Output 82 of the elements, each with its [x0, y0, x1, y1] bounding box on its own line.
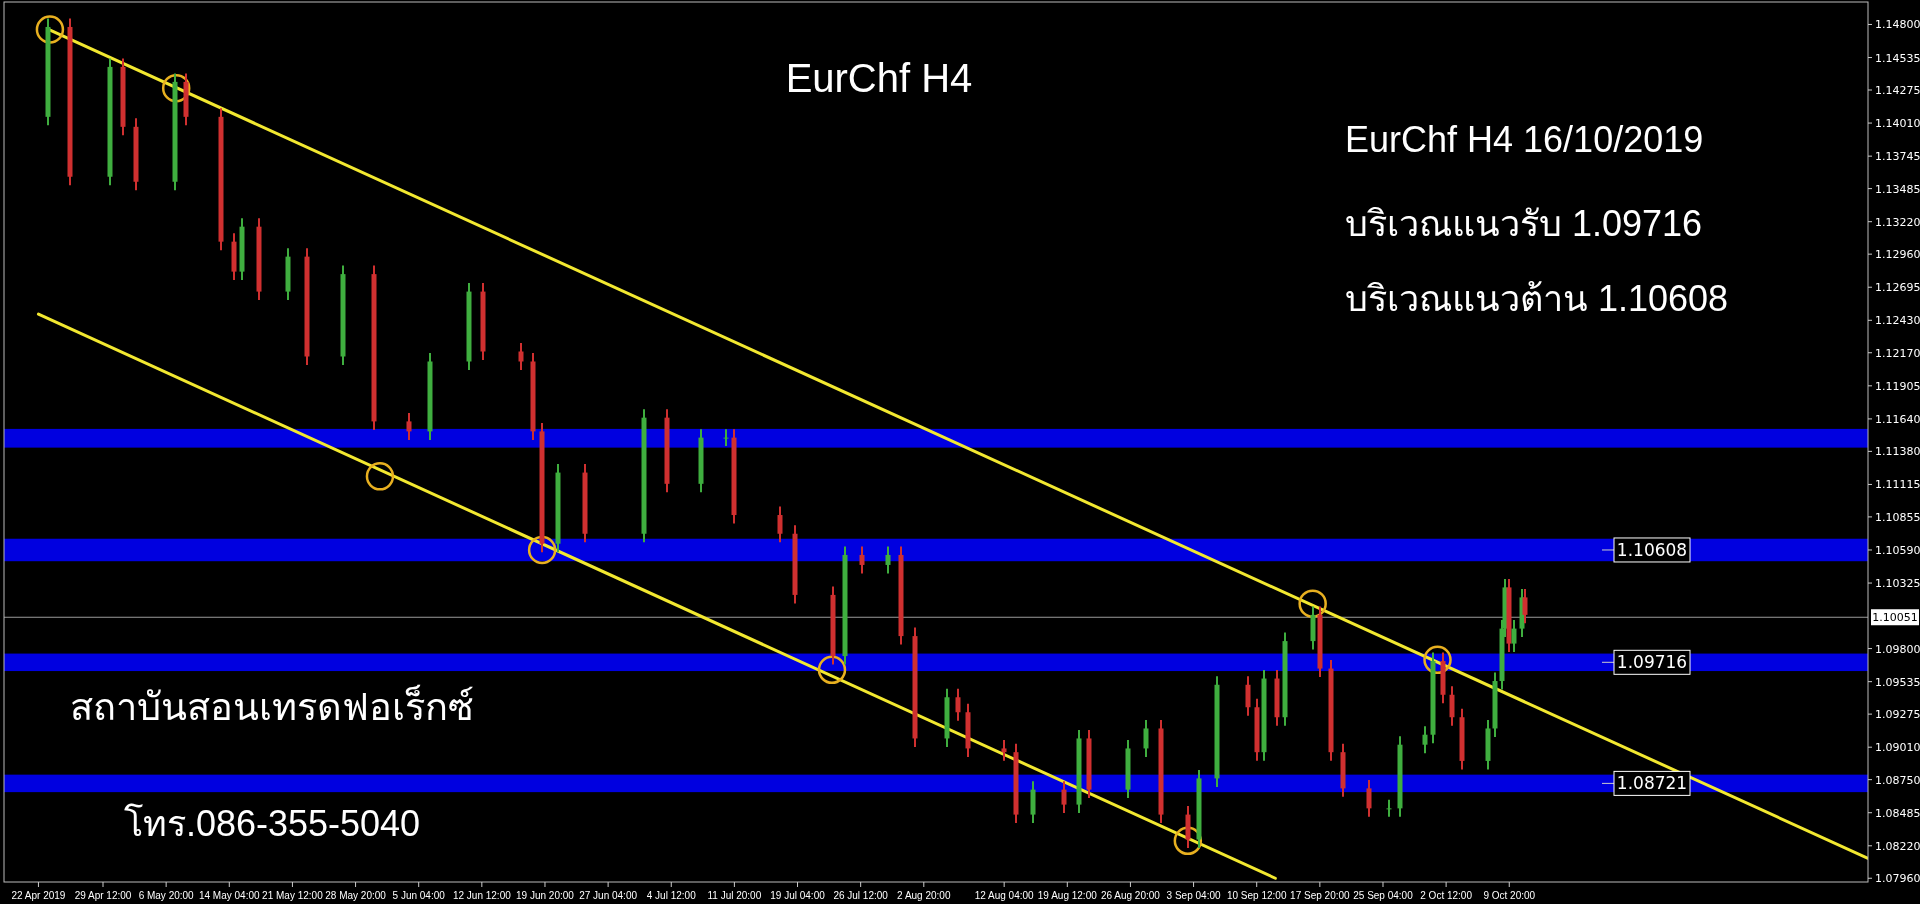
x-tick-label: 27 Jun 04:00: [579, 890, 638, 901]
x-tick-label: 12 Jun 12:00: [452, 890, 512, 901]
annotation: EurChf H4 16/10/2019: [1345, 119, 1704, 160]
y-tick-label: 1.10590: [1875, 543, 1920, 557]
x-tick-label: 22 Apr 2019: [11, 890, 66, 901]
y-tick-label: 1.10855: [1875, 510, 1920, 524]
y-tick-label: 1.13220: [1875, 215, 1920, 229]
x-tick-label: 9 Oct 20:00: [1483, 890, 1536, 901]
x-tick-label: 3 Sep 04:00: [1166, 890, 1221, 901]
candlestick: [1245, 676, 1251, 716]
candlestick: [885, 546, 891, 574]
x-tick-label: 17 Sep 20:00: [1290, 890, 1351, 901]
point: [1298, 589, 1327, 618]
x-tick-label: 10 Sep 12:00: [1226, 890, 1287, 901]
x-tick-label: 14 May 04:00: [198, 890, 261, 901]
band-label: 1.09716: [1616, 652, 1688, 673]
candlestick: [723, 429, 729, 447]
x-tick-label: 12 Aug 04:00: [974, 890, 1035, 901]
candlestick: [955, 688, 961, 721]
x-tick-label: 2 Aug 20:00: [897, 890, 951, 901]
candlestick: [1449, 686, 1455, 726]
x-tick-label: 19 Aug 12:00: [1037, 890, 1098, 901]
candlestick: [1061, 781, 1067, 814]
y-tick-label: 1.13485: [1875, 182, 1920, 196]
y-tick-label: 1.14010: [1875, 117, 1920, 131]
y-tick-label: 1.08220: [1875, 839, 1920, 853]
x-tick-label: 6 May 20:00: [138, 890, 195, 901]
y-tick-label: 1.09800: [1875, 642, 1920, 656]
annotation: สถาบันสอนเทรดฟอเร็กซ์: [70, 684, 474, 728]
point: [527, 535, 557, 565]
annotation: บริเวณแนวต้าน 1.10608: [1345, 278, 1729, 319]
y-tick-label: 1.08485: [1875, 806, 1920, 820]
x-tick-label: 25 Sep 04:00: [1353, 890, 1414, 901]
x-tick-label: 29 Apr 12:00: [74, 890, 132, 901]
x-tick-label: 19 Jun 20:00: [516, 890, 575, 901]
y-tick-label: 1.08750: [1875, 773, 1920, 787]
x-tick-label: 5 Jun 04:00: [392, 890, 446, 901]
candlestick: [1366, 779, 1372, 817]
candlestick: [859, 546, 865, 574]
x-tick-label: 26 Jul 12:00: [833, 890, 889, 901]
text: EurChf H4: [785, 56, 973, 100]
x-tick-label: 21 May 12:00: [262, 890, 324, 901]
x-tick-label: 4 Jul 12:00: [646, 890, 697, 901]
annotation: บริเวณแนวรับ 1.09716: [1345, 203, 1703, 244]
x-tick-label: 28 May 20:00: [325, 890, 387, 901]
y-tick-label: 1.07960: [1875, 872, 1920, 886]
candlestick: [1422, 726, 1428, 754]
y-tick-label: 1.12695: [1875, 281, 1920, 295]
y-tick-label: 1.09535: [1875, 675, 1920, 689]
x-tick-label: 2 Oct 12:00: [1420, 890, 1473, 901]
candlestick: [518, 343, 524, 370]
point: [35, 15, 65, 44]
y-tick-label: 1.11115: [1875, 478, 1920, 492]
y-tick-label: 1.12430: [1875, 314, 1920, 328]
x-tick-label: 11 Jul 20:00: [707, 890, 762, 901]
y-tick-label: 1.10325: [1875, 577, 1920, 591]
y-tick-label: 1.12960: [1875, 248, 1920, 262]
band-label: 1.08721: [1616, 773, 1688, 794]
candlestick: [1522, 588, 1528, 624]
y-tick-label: 1.11905: [1875, 379, 1920, 393]
y-tick-label: 1.14535: [1875, 51, 1920, 65]
candlestick: [406, 412, 412, 440]
ref-line-label: 1.10051: [1872, 611, 1918, 625]
y-tick-label: 1.13745: [1875, 150, 1920, 164]
y-tick-label: 1.14800: [1875, 18, 1920, 32]
y-tick-label: 1.09275: [1875, 708, 1920, 722]
candlestick: [1001, 739, 1007, 761]
candlestick: [1511, 620, 1517, 653]
y-tick-label: 1.09010: [1875, 741, 1920, 755]
annotation: โทร.086-355-5040: [123, 803, 421, 844]
y-tick-label: 1.11640: [1875, 412, 1920, 426]
point: [817, 655, 847, 685]
point: [365, 462, 395, 491]
x-tick-label: 19 Jul 04:00: [770, 890, 826, 901]
y-tick-label: 1.14275: [1875, 84, 1920, 97]
band-label: 1.10608: [1616, 539, 1688, 560]
candlestick: [1143, 719, 1149, 757]
y-tick-label: 1.11380: [1875, 445, 1920, 459]
y-tick-label: 1.12170: [1875, 346, 1920, 360]
candlestick: [777, 506, 783, 543]
candlestick: [1386, 799, 1392, 817]
x-tick-label: 26 Aug 20:00: [1100, 890, 1161, 901]
